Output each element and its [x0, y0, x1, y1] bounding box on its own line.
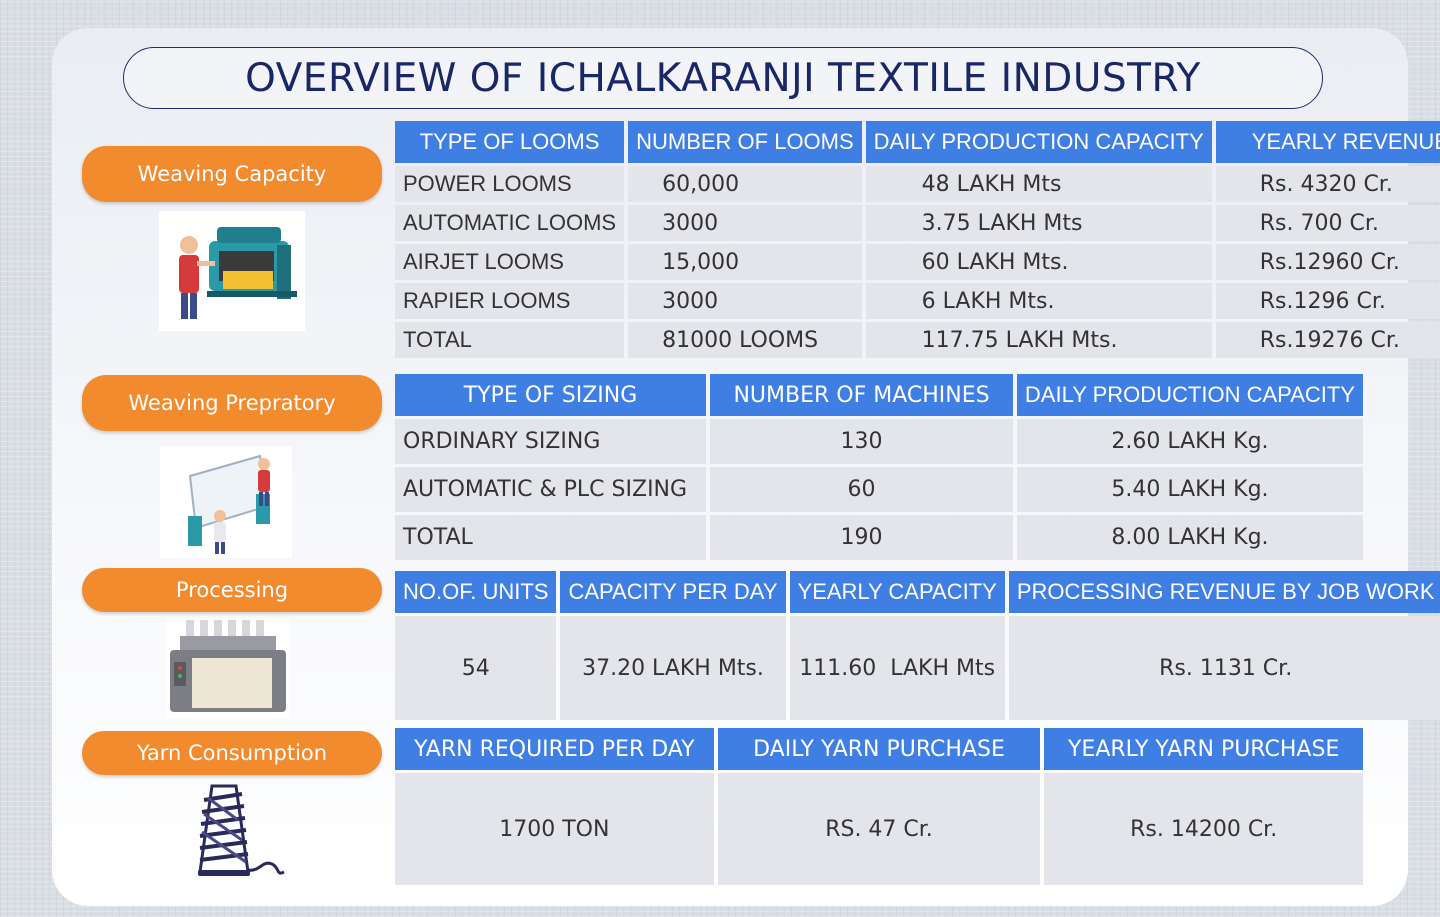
- processing-machine-icon: [166, 618, 290, 718]
- yarn-required-cell: 1700 TON: [395, 773, 714, 885]
- production-cell: 117.75 LAKH Mts.: [865, 322, 1212, 358]
- yarn-cone-icon: [190, 780, 290, 882]
- production-cell: 5.40 LAKH Kg.: [1016, 467, 1363, 512]
- loom-type-cell: POWER LOOMS: [395, 166, 625, 202]
- yearly-purchase-cell: Rs. 14200 Cr.: [1044, 773, 1363, 885]
- title-banner: OVERVIEW OF ICHALKARANJI TEXTILE INDUSTR…: [123, 47, 1323, 109]
- header-daily-production: DAILY PRODUCTION CAPACITY: [865, 121, 1212, 163]
- loom-count-cell: 60,000: [628, 166, 862, 202]
- header-processing-revenue: PROCESSING REVENUE BY JOB WORK: [1008, 571, 1440, 613]
- sizing-type-cell: TOTAL: [395, 515, 707, 560]
- daily-purchase-cell: RS. 47 Cr.: [717, 773, 1041, 885]
- table-row: AUTOMATIC & PLC SIZING 60 5.40 LAKH Kg.: [395, 467, 1363, 512]
- table-row: POWER LOOMS 60,000 48 LAKH Mts Rs. 4320 …: [395, 166, 1440, 202]
- production-cell: 3.75 LAKH Mts: [865, 205, 1212, 241]
- loom-type-cell: TOTAL: [395, 322, 625, 358]
- weaving-capacity-label: Weaving Capacity: [137, 162, 327, 186]
- weaving-preparatory-pill: Weaving Prepratory: [82, 375, 382, 431]
- loom-count-cell: 3000: [628, 205, 862, 241]
- revenue-cell: Rs. 700 Cr.: [1215, 205, 1440, 241]
- yarn-consumption-table: YARN REQUIRED PER DAY DAILY YARN PURCHAS…: [391, 725, 1367, 888]
- loom-type-cell: RAPIER LOOMS: [395, 283, 625, 319]
- header-daily-production: DAILY PRODUCTION CAPACITY: [1016, 374, 1363, 416]
- weaving-preparatory-label: Weaving Prepratory: [128, 391, 336, 415]
- machine-count-cell: 190: [710, 515, 1013, 560]
- header-daily-yarn-purchase: DAILY YARN PURCHASE: [717, 728, 1041, 770]
- sizing-type-cell: AUTOMATIC & PLC SIZING: [395, 467, 707, 512]
- page-title: OVERVIEW OF ICHALKARANJI TEXTILE INDUSTR…: [245, 55, 1201, 101]
- production-cell: 60 LAKH Mts.: [865, 244, 1212, 280]
- revenue-cell: Rs.1296 Cr.: [1215, 283, 1440, 319]
- header-type-of-looms: TYPE OF LOOMS: [395, 121, 625, 163]
- table-row: AIRJET LOOMS 15,000 60 LAKH Mts. Rs.1296…: [395, 244, 1440, 280]
- table-row: AUTOMATIC LOOMS 3000 3.75 LAKH Mts Rs. 7…: [395, 205, 1440, 241]
- table-row: ORDINARY SIZING 130 2.60 LAKH Kg.: [395, 419, 1363, 464]
- sizing-machine-icon: [160, 446, 292, 558]
- header-capacity-per-day: CAPACITY PER DAY: [560, 571, 786, 613]
- weaving-preparatory-table: TYPE OF SIZING NUMBER OF MACHINES DAILY …: [391, 371, 1367, 563]
- production-cell: 6 LAKH Mts.: [865, 283, 1212, 319]
- loom-count-cell: 15,000: [628, 244, 862, 280]
- processing-pill: Processing: [82, 568, 382, 612]
- yarn-consumption-label: Yarn Consumption: [136, 741, 328, 765]
- production-cell: 2.60 LAKH Kg.: [1016, 419, 1363, 464]
- weaving-capacity-pill: Weaving Capacity: [82, 146, 382, 202]
- revenue-cell: Rs. 1131 Cr.: [1008, 616, 1440, 720]
- weaving-capacity-table: TYPE OF LOOMS NUMBER OF LOOMS DAILY PROD…: [391, 118, 1440, 361]
- header-type-of-sizing: TYPE OF SIZING: [395, 374, 707, 416]
- revenue-cell: Rs.19276 Cr.: [1215, 322, 1440, 358]
- table-row: 1700 TON RS. 47 Cr. Rs. 14200 Cr.: [395, 773, 1363, 885]
- processing-table: NO.OF. UNITS CAPACITY PER DAY YEARLY CAP…: [391, 568, 1440, 723]
- revenue-cell: Rs. 4320 Cr.: [1215, 166, 1440, 202]
- machine-count-cell: 130: [710, 419, 1013, 464]
- header-no-of-units: NO.OF. UNITS: [395, 571, 557, 613]
- loom-worker-icon: [159, 211, 305, 331]
- header-yearly-yarn-purchase: YEARLY YARN PURCHASE: [1044, 728, 1363, 770]
- header-yearly-capacity: YEARLY CAPACITY: [789, 571, 1005, 613]
- table-row: 54 37.20 LAKH Mts. 111.60 LAKH Mts Rs. 1…: [395, 616, 1440, 720]
- table-row: TOTAL 81000 LOOMS 117.75 LAKH Mts. Rs.19…: [395, 322, 1440, 358]
- production-cell: 8.00 LAKH Kg.: [1016, 515, 1363, 560]
- table-row: TOTAL 190 8.00 LAKH Kg.: [395, 515, 1363, 560]
- header-number-of-looms: NUMBER OF LOOMS: [628, 121, 862, 163]
- header-number-of-machines: NUMBER OF MACHINES: [710, 374, 1013, 416]
- yearly-capacity-cell: 111.60 LAKH Mts: [789, 616, 1005, 720]
- production-cell: 48 LAKH Mts: [865, 166, 1212, 202]
- sizing-type-cell: ORDINARY SIZING: [395, 419, 707, 464]
- loom-type-cell: AUTOMATIC LOOMS: [395, 205, 625, 241]
- header-yearly-revenue: YEARLY REVENUE: [1215, 121, 1440, 163]
- units-cell: 54: [395, 616, 557, 720]
- revenue-cell: Rs.12960 Cr.: [1215, 244, 1440, 280]
- table-row: RAPIER LOOMS 3000 6 LAKH Mts. Rs.1296 Cr…: [395, 283, 1440, 319]
- yarn-consumption-pill: Yarn Consumption: [82, 731, 382, 775]
- loom-count-cell: 81000 LOOMS: [628, 322, 862, 358]
- loom-count-cell: 3000: [628, 283, 862, 319]
- loom-type-cell: AIRJET LOOMS: [395, 244, 625, 280]
- capacity-cell: 37.20 LAKH Mts.: [560, 616, 786, 720]
- machine-count-cell: 60: [710, 467, 1013, 512]
- header-yarn-required: YARN REQUIRED PER DAY: [395, 728, 714, 770]
- processing-label: Processing: [175, 578, 289, 602]
